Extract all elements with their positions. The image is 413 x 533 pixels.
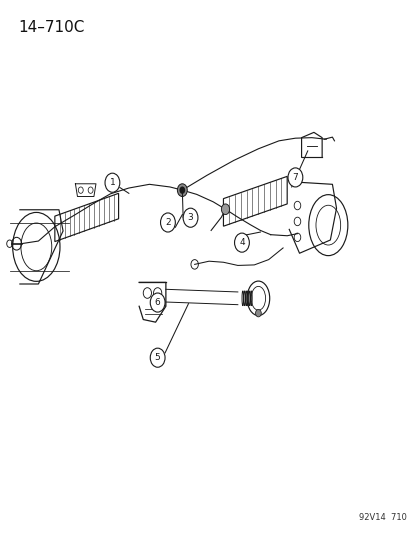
Circle shape: [105, 173, 119, 192]
Text: 5: 5: [154, 353, 160, 362]
Circle shape: [150, 293, 165, 312]
Text: 14–710C: 14–710C: [18, 20, 84, 35]
Text: 7: 7: [292, 173, 298, 182]
Text: 6: 6: [154, 298, 160, 307]
Circle shape: [179, 187, 185, 194]
Circle shape: [177, 184, 187, 197]
Circle shape: [234, 233, 249, 252]
Circle shape: [255, 310, 261, 317]
Circle shape: [287, 168, 302, 187]
Text: 1: 1: [109, 178, 115, 187]
Circle shape: [150, 348, 165, 367]
Text: 92V14  710: 92V14 710: [358, 513, 406, 522]
Text: 4: 4: [239, 238, 244, 247]
Circle shape: [221, 204, 229, 215]
Circle shape: [160, 213, 175, 232]
Text: 3: 3: [187, 213, 193, 222]
Circle shape: [183, 208, 197, 227]
Text: 2: 2: [165, 218, 170, 227]
